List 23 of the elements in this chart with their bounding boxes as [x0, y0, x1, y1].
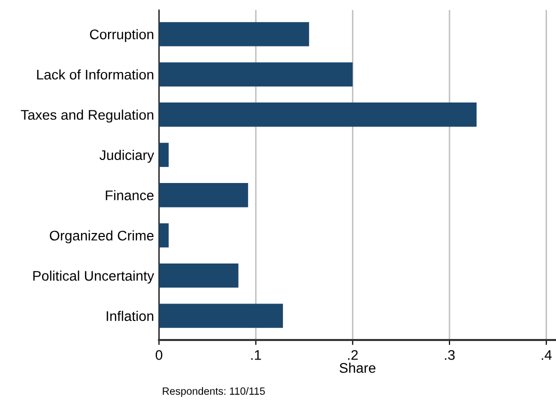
bar [159, 142, 169, 167]
bar [159, 304, 283, 328]
bar [159, 264, 238, 288]
x-tick-label: .2 [348, 350, 358, 360]
x-tick-label: 0 [156, 350, 162, 360]
y-tick-label: Inflation [106, 310, 154, 322]
y-tick-label: Lack of Information [37, 69, 154, 80]
y-tick-label: Corruption [90, 29, 154, 42]
x-tick-label: .4 [542, 350, 552, 360]
bar [159, 223, 169, 248]
text: Respondents: 110/115 [162, 387, 265, 397]
x-tick-label: .1 [251, 350, 261, 360]
bar [159, 22, 310, 46]
y-tick-label: Finance [106, 190, 154, 200]
x-tick-label: .3 [444, 350, 455, 360]
y-tick-label: Taxes and Regulation [20, 110, 154, 123]
y-tick-label: Judiciary [100, 150, 154, 163]
y-tick-label: Political Uncertainty [33, 270, 154, 284]
bar [159, 62, 353, 86]
x-axis-title: Share [340, 362, 376, 373]
bar [159, 102, 477, 127]
bar [159, 183, 248, 208]
y-tick-label: Organized Crime [50, 230, 154, 244]
